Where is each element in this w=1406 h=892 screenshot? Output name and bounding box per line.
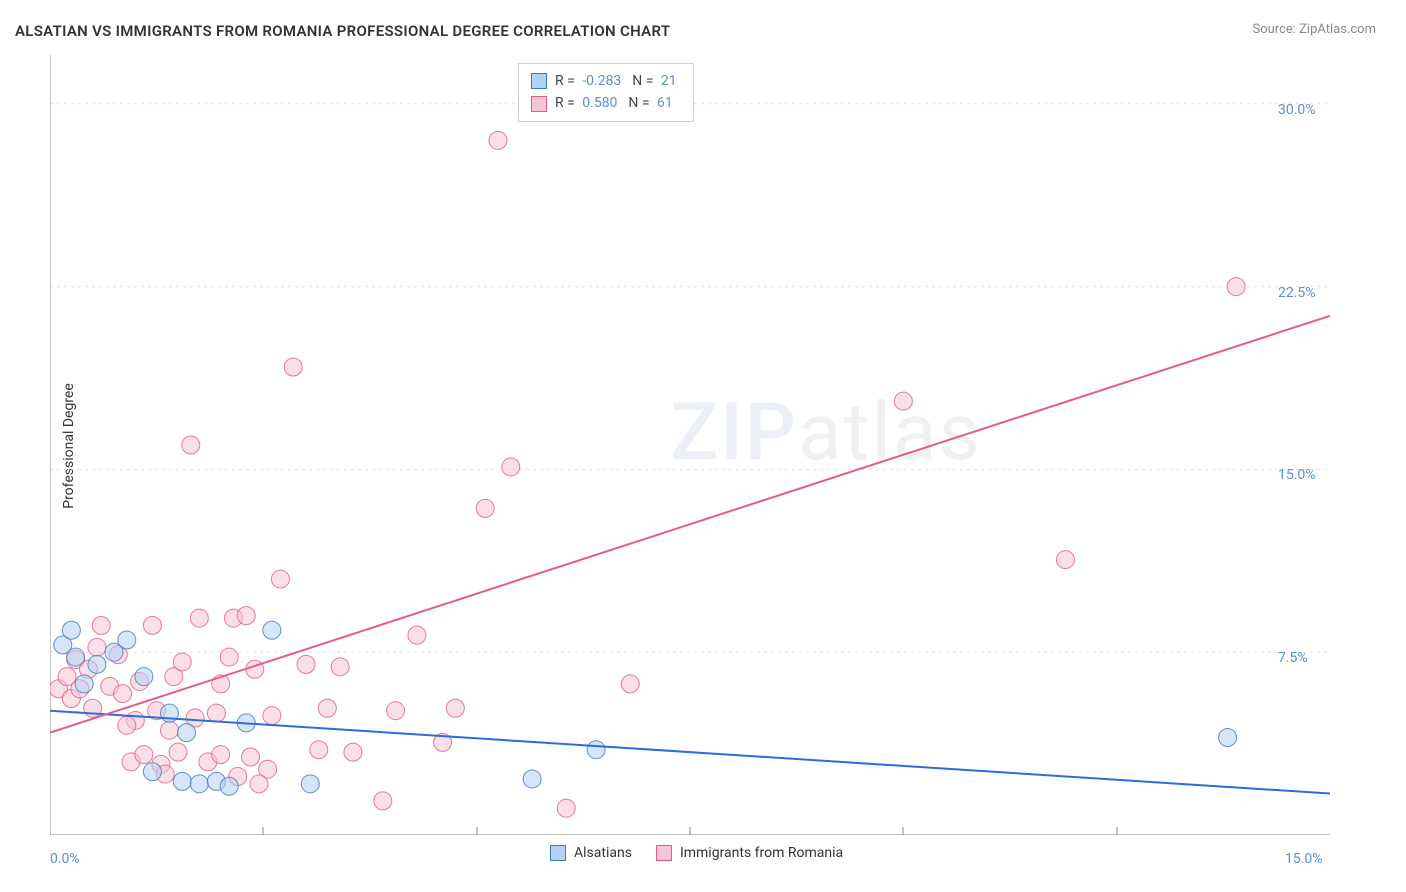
- source-label: Source: ZipAtlas.com: [1252, 22, 1376, 37]
- legend-label: Immigrants from Romania: [680, 845, 843, 861]
- stats-text: R = 0.580 N = 61: [555, 92, 677, 114]
- bottom-legend: Alsatians Immigrants from Romania: [550, 845, 843, 861]
- legend-swatch: [550, 845, 566, 861]
- legend-swatch: [656, 845, 672, 861]
- plot-area: ZIPatlas R = -0.283 N = 21R = 0.580 N = …: [50, 55, 1330, 835]
- stats-row: R = -0.283 N = 21: [531, 70, 681, 92]
- legend-label: Alsatians: [574, 845, 632, 861]
- scatter-svg: [50, 55, 1330, 835]
- x-tick-label: 0.0%: [50, 851, 80, 867]
- x-tick-label: 15.0%: [1285, 851, 1323, 867]
- stats-legend-box: R = -0.283 N = 21R = 0.580 N = 61: [518, 63, 694, 122]
- legend-swatch: [531, 96, 547, 112]
- legend-swatch: [531, 73, 547, 89]
- y-tick-label: 15.0%: [1278, 467, 1338, 483]
- chart-title: ALSATIAN VS IMMIGRANTS FROM ROMANIA PROF…: [15, 22, 670, 40]
- legend-item: Immigrants from Romania: [656, 845, 843, 861]
- legend-item: Alsatians: [550, 845, 632, 861]
- stats-text: R = -0.283 N = 21: [555, 70, 681, 92]
- y-tick-label: 7.5%: [1278, 650, 1338, 666]
- y-tick-label: 22.5%: [1278, 285, 1338, 301]
- chart-container: ALSATIAN VS IMMIGRANTS FROM ROMANIA PROF…: [0, 0, 1406, 892]
- y-tick-label: 30.0%: [1278, 102, 1338, 118]
- stats-row: R = 0.580 N = 61: [531, 92, 681, 114]
